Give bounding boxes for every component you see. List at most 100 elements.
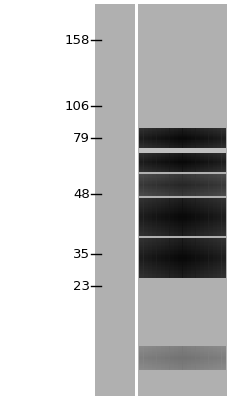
Bar [138, 214, 225, 216]
Bar [212, 152, 216, 172]
Bar [138, 276, 225, 278]
Bar [138, 188, 225, 189]
Bar [190, 346, 195, 370]
Bar [138, 246, 225, 247]
Bar [138, 187, 225, 188]
Bar [195, 238, 199, 278]
Bar [177, 128, 182, 149]
Text: 23: 23 [73, 280, 90, 292]
Bar [138, 349, 225, 350]
Bar [138, 175, 225, 176]
Bar [173, 152, 178, 172]
Bar [220, 152, 225, 172]
Bar [138, 240, 225, 242]
Bar [177, 346, 182, 370]
Bar [138, 160, 225, 161]
Bar [147, 152, 152, 172]
Bar [138, 162, 225, 163]
Bar [138, 135, 225, 136]
Bar [138, 133, 225, 134]
Bar [138, 165, 225, 166]
Bar [160, 238, 165, 278]
Bar [138, 156, 225, 157]
Bar [203, 198, 208, 236]
Bar [138, 176, 225, 178]
Bar [138, 193, 225, 194]
Bar [169, 128, 173, 149]
Bar [156, 238, 160, 278]
Bar [138, 148, 225, 153]
Bar [138, 260, 225, 262]
Bar [138, 272, 225, 274]
Bar [164, 152, 169, 172]
Bar [138, 354, 225, 356]
Bar [138, 168, 225, 169]
Bar [138, 129, 225, 130]
Bar [138, 193, 225, 194]
Bar [138, 353, 225, 354]
Bar [151, 238, 156, 278]
Bar [138, 137, 225, 138]
Bar [138, 259, 225, 261]
Bar [190, 238, 195, 278]
Bar [138, 369, 225, 370]
Bar [195, 128, 199, 149]
Bar [195, 152, 199, 172]
Bar [151, 346, 156, 370]
Bar [207, 198, 212, 236]
Bar [182, 238, 186, 278]
Bar [195, 198, 199, 236]
Bar [138, 144, 225, 145]
Bar [220, 238, 225, 278]
Bar [220, 174, 225, 196]
Bar [216, 128, 221, 149]
Bar [138, 360, 225, 361]
Bar [138, 156, 225, 157]
Bar [94, 4, 135, 396]
Bar [138, 146, 225, 148]
Bar [138, 146, 225, 147]
Bar [138, 218, 225, 220]
Bar [164, 346, 169, 370]
Bar [138, 366, 225, 367]
Bar [169, 198, 173, 236]
Bar [216, 346, 221, 370]
Bar [138, 180, 225, 181]
Bar [138, 170, 225, 171]
Bar [173, 346, 178, 370]
Bar [195, 346, 199, 370]
Bar [147, 238, 152, 278]
Bar [186, 128, 190, 149]
Bar [203, 128, 208, 149]
Bar [138, 128, 143, 149]
Bar [190, 198, 195, 236]
Bar [147, 346, 152, 370]
Bar [138, 355, 225, 356]
Bar [143, 152, 147, 172]
Bar [138, 222, 225, 223]
Bar [138, 351, 225, 352]
Bar [138, 140, 225, 141]
Bar [199, 174, 203, 196]
Bar [138, 268, 225, 270]
Bar [138, 143, 225, 144]
Bar [138, 134, 225, 135]
Bar [138, 206, 225, 208]
Bar [160, 198, 165, 236]
Bar [138, 224, 225, 226]
Bar [138, 217, 225, 218]
Bar [138, 147, 225, 148]
Bar [156, 174, 160, 196]
Bar [190, 174, 195, 196]
Bar [138, 182, 225, 183]
Bar [164, 238, 169, 278]
Bar [138, 141, 225, 142]
Bar [138, 254, 225, 255]
Bar [138, 358, 225, 360]
Bar [138, 356, 225, 357]
Bar [137, 4, 226, 396]
Bar [138, 202, 225, 203]
Bar [138, 238, 225, 239]
Bar [182, 198, 186, 236]
Bar [138, 243, 225, 245]
